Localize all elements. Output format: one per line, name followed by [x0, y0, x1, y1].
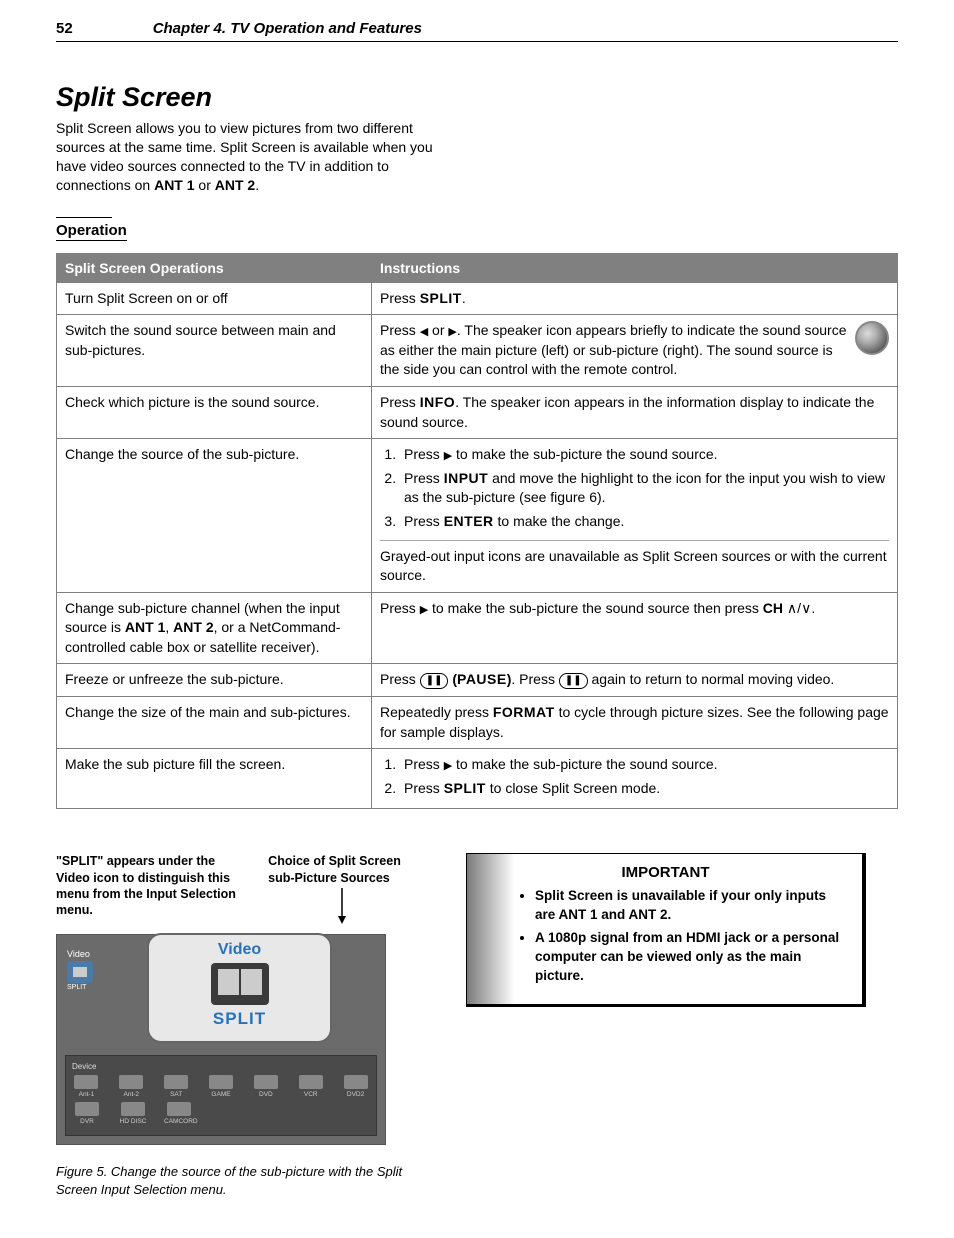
- important-title: IMPORTANT: [487, 864, 844, 881]
- dial-icon: [855, 321, 889, 355]
- figure-column: "SPLIT" appears under the Video icon to …: [56, 853, 416, 1198]
- instruction-cell: Press INFO. The speaker icon appears in …: [372, 386, 898, 438]
- device-item: VCR: [296, 1075, 325, 1098]
- page-header: 52 Chapter 4. TV Operation and Features: [56, 20, 898, 42]
- table-header-operations: Split Screen Operations: [57, 253, 372, 282]
- bubble-video-label: Video: [149, 941, 330, 959]
- figure-caption-right: Choice of Split Screen sub-Picture Sourc…: [268, 853, 416, 926]
- operation-cell: Turn Split Screen on or off: [57, 282, 372, 315]
- device-bar: Device Ant-1Ant-2SATGAMEDVDVCRDVD2 DVRHD…: [65, 1055, 377, 1136]
- instruction-cell: Press to make the sub-picture the sound …: [372, 592, 898, 664]
- subsection-rule: [56, 217, 112, 218]
- video-tag: Video SPLIT: [67, 949, 93, 991]
- operation-cell: Change the source of the sub-picture.: [57, 439, 372, 593]
- operation-cell: Make the sub picture fill the screen.: [57, 749, 372, 809]
- operation-cell: Freeze or unfreeze the sub-picture.: [57, 664, 372, 697]
- device-item: Ant-1: [72, 1075, 101, 1098]
- tv-split-icon: [211, 963, 269, 1005]
- instruction-cell: Press or . The speaker icon appears brie…: [372, 315, 898, 387]
- callout-bubble: Video SPLIT: [147, 933, 332, 1043]
- important-item: A 1080p signal from an HDMI jack or a pe…: [535, 929, 844, 986]
- device-item: DVD: [251, 1075, 280, 1098]
- arrow-down-icon: [268, 888, 416, 928]
- device-item: HD DISC: [118, 1102, 148, 1125]
- device-row-2: DVR HD DISC CAMCORD: [72, 1102, 370, 1125]
- bubble-split-label: SPLIT: [149, 1009, 330, 1029]
- instruction-cell: Press to make the sub-picture the sound …: [372, 749, 898, 809]
- table-header-instructions: Instructions: [372, 253, 898, 282]
- device-item: CAMCORD: [164, 1102, 194, 1125]
- subsection-title: Operation: [56, 222, 127, 241]
- split-screen-menu-mock: Video SPLIT Video SPLIT Device Ant-1Ant-…: [56, 934, 386, 1145]
- table-row: Change the size of the main and sub-pict…: [57, 697, 898, 749]
- operations-table: Split Screen Operations Instructions Tur…: [56, 253, 898, 810]
- table-row: Freeze or unfreeze the sub-picture.Press…: [57, 664, 898, 697]
- device-item: DVD2: [341, 1075, 370, 1098]
- device-item: Ant-2: [117, 1075, 146, 1098]
- instruction-cell: Press to make the sub-picture the sound …: [372, 439, 898, 593]
- device-item: DVR: [72, 1102, 102, 1125]
- video-box-icon: [67, 961, 93, 983]
- page-number: 52: [56, 20, 73, 37]
- intro-text: Split Screen allows you to view pictures…: [56, 119, 456, 195]
- instruction-cell: Press ❚❚ (PAUSE). Press ❚❚ again to retu…: [372, 664, 898, 697]
- table-row: Check which picture is the sound source.…: [57, 386, 898, 438]
- instruction-cell: Repeatedly press FORMAT to cycle through…: [372, 697, 898, 749]
- operation-cell: Switch the sound source between main and…: [57, 315, 372, 387]
- table-row: Turn Split Screen on or offPress SPLIT.: [57, 282, 898, 315]
- device-row-1: Ant-1 Ant-2 SAT GAME DVD VCR DVD2: [72, 1075, 370, 1098]
- operation-cell: Check which picture is the sound source.: [57, 386, 372, 438]
- important-list: Split Screen is unavailable if your only…: [535, 887, 844, 985]
- important-box: IMPORTANT Split Screen is unavailable if…: [466, 853, 866, 1006]
- operation-cell: Change sub-picture channel (when the inp…: [57, 592, 372, 664]
- operations-tbody: Turn Split Screen on or offPress SPLIT.S…: [57, 282, 898, 809]
- table-row: Make the sub picture fill the screen.Pre…: [57, 749, 898, 809]
- device-item: GAME: [207, 1075, 236, 1098]
- figure-bottom-caption: Figure 5. Change the source of the sub-p…: [56, 1163, 416, 1198]
- chapter-title: Chapter 4. TV Operation and Features: [153, 20, 422, 37]
- operation-cell: Change the size of the main and sub-pict…: [57, 697, 372, 749]
- figure-caption-left: "SPLIT" appears under the Video icon to …: [56, 853, 248, 926]
- table-row: Change sub-picture channel (when the inp…: [57, 592, 898, 664]
- table-row: Change the source of the sub-picture.Pre…: [57, 439, 898, 593]
- important-item: Split Screen is unavailable if your only…: [535, 887, 844, 925]
- instruction-cell: Press SPLIT.: [372, 282, 898, 315]
- section-title: Split Screen: [56, 82, 898, 113]
- table-row: Switch the sound source between main and…: [57, 315, 898, 387]
- device-item: SAT: [162, 1075, 191, 1098]
